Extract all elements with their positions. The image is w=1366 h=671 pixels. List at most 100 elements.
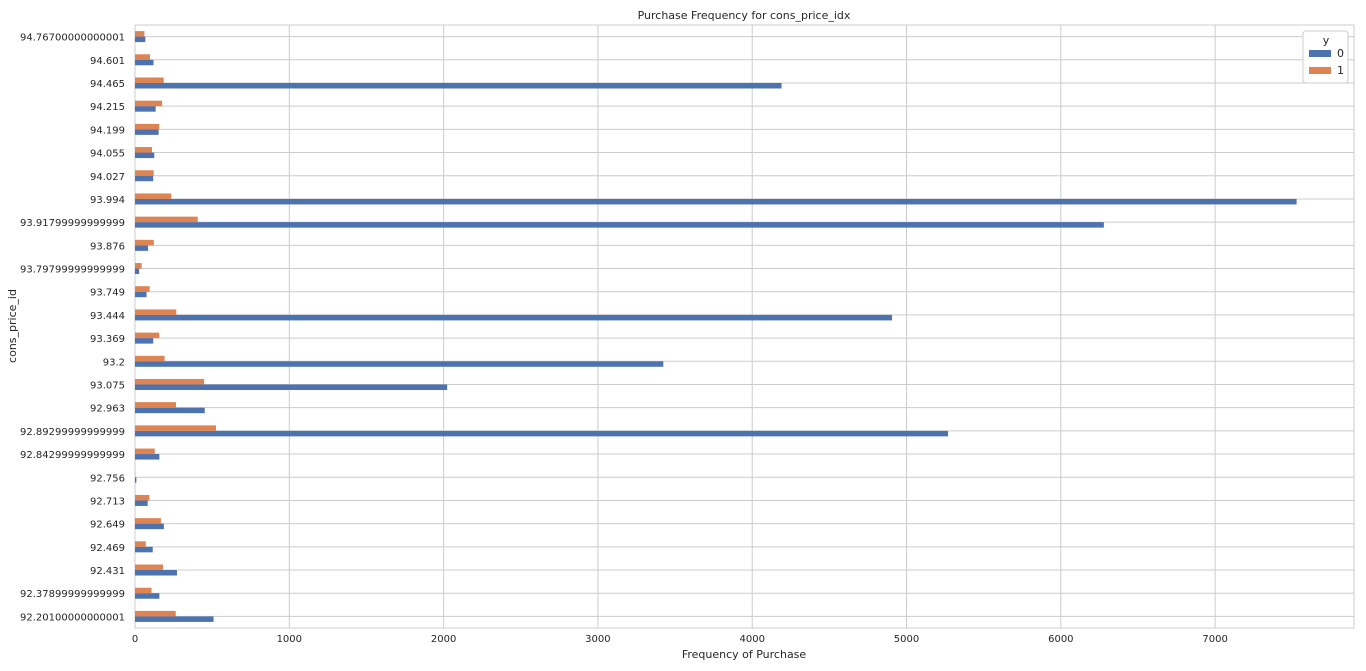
gridlines [134, 25, 1354, 628]
bar-series-1 [135, 216, 198, 223]
y-tick-label: 92.713 [90, 496, 125, 507]
bar-series-0 [135, 314, 893, 321]
bar-series-0 [135, 500, 148, 506]
y-tick-label: 94.199 [90, 125, 125, 136]
x-tick-label: 4000 [739, 634, 764, 645]
y-tick-label: 93.2 [103, 357, 125, 368]
bar-series-1 [135, 31, 145, 37]
x-tick-label: 3000 [585, 634, 610, 645]
bar-series-1 [135, 193, 172, 199]
bar-series-0 [135, 129, 159, 135]
bar-series-1 [135, 402, 177, 408]
legend-title: y [1323, 34, 1330, 47]
bar-series-1 [135, 355, 165, 362]
bar-series-1 [135, 610, 176, 617]
y-tick-label: 94.76700000000001 [20, 33, 125, 44]
bar-series-1 [135, 494, 150, 501]
y-tick-label: 93.91799999999999 [20, 218, 125, 229]
bar-series-0 [135, 268, 140, 275]
bar-series-0 [135, 245, 149, 251]
bar-series-1 [135, 541, 146, 547]
y-tick-label: 92.469 [90, 543, 125, 554]
y-tick-label: 93.075 [90, 380, 125, 391]
bar-series-0 [135, 477, 137, 483]
bar-series-1 [135, 448, 155, 455]
y-tick-label: 94.027 [90, 172, 125, 183]
x-tick-label: 5000 [894, 634, 919, 645]
bar-series-1 [135, 77, 164, 83]
y-tick-label: 94.601 [90, 56, 125, 67]
y-axis-label: cons_price_id [6, 289, 19, 363]
y-tick-label: 92.431 [90, 566, 125, 577]
bar-series-0 [135, 407, 205, 414]
y-tick-label: 93.876 [90, 241, 125, 252]
bar-series-1 [135, 309, 177, 315]
y-tick-label: 94.055 [90, 149, 125, 160]
bar-series-1 [135, 518, 161, 524]
bar-series-0 [135, 384, 448, 390]
y-tick-label: 92.756 [90, 473, 125, 484]
y-tick-label: 93.369 [90, 334, 125, 345]
plot-area [134, 24, 1355, 629]
bar-series-1 [135, 100, 163, 107]
y-tick-label: 93.79799999999999 [20, 265, 125, 276]
bar-series-0 [135, 175, 154, 182]
bar-series-0 [135, 59, 154, 66]
y-tick-label: 93.994 [90, 195, 125, 206]
y-tick-label: 92.20100000000001 [20, 612, 125, 623]
x-tick-label: 6000 [1048, 634, 1073, 645]
bar-series-0 [135, 361, 664, 367]
bar-series-1 [135, 286, 150, 292]
x-tick-labels: 0 1000 2000 3000 4000 5000 6000 7000 [132, 634, 1228, 645]
bar-series-0 [135, 546, 153, 553]
y-tick-label: 92.84299999999999 [20, 450, 125, 461]
bar-series-0 [135, 106, 156, 112]
bar-series-1 [135, 564, 164, 571]
bar-series-1 [135, 239, 154, 246]
y-tick-label: 92.963 [90, 404, 125, 415]
bar-series-1 [135, 378, 205, 385]
y-tick-label: 94.465 [90, 79, 125, 90]
bar-series-0 [135, 523, 164, 530]
bar-series-1 [135, 170, 154, 176]
legend-label-1: 1 [1337, 64, 1344, 77]
legend-swatch-0 [1309, 50, 1331, 57]
legend-label-0: 0 [1337, 47, 1344, 60]
bar-series-0 [135, 198, 1297, 205]
x-tick-label: 2000 [431, 634, 456, 645]
bar-series-0 [135, 570, 177, 576]
bar-series-0 [135, 593, 160, 599]
x-axis-label: Frequency of Purchase [682, 648, 807, 661]
legend: y 0 1 [1302, 30, 1349, 84]
bar-series-1 [135, 147, 152, 153]
x-tick-label: 7000 [1202, 634, 1227, 645]
bar-series-0 [135, 222, 1104, 228]
bar-series-1 [135, 332, 160, 339]
bar-series-1 [135, 54, 150, 60]
bar-series-0 [135, 454, 160, 460]
bar-series-0 [135, 291, 147, 298]
bar-series-0 [135, 82, 782, 89]
legend-swatch-1 [1309, 67, 1331, 74]
bar-series-0 [135, 430, 949, 437]
y-tick-label: 93.444 [90, 311, 125, 322]
bar-series-1 [135, 425, 217, 431]
bar-series-0 [135, 616, 214, 622]
bar-series-1 [135, 587, 152, 594]
bar-series-1 [135, 123, 160, 130]
y-tick-labels: 94.76700000000001 94.601 94.465 94.215 94.19… [20, 33, 125, 624]
bar-series-0 [135, 338, 154, 344]
y-tick-label: 94.215 [90, 102, 125, 113]
y-tick-label: 93.749 [90, 288, 125, 299]
bar-series-0 [135, 36, 146, 43]
bars [135, 31, 1297, 622]
y-tick-label: 92.649 [90, 520, 125, 531]
bar-series-1 [135, 263, 142, 269]
y-tick-label: 92.37899999999999 [20, 589, 125, 600]
x-tick-label: 0 [132, 634, 138, 645]
bar-series-0 [135, 152, 155, 159]
chart-title: Purchase Frequency for cons_price_idx [638, 9, 851, 22]
x-tick-label: 1000 [277, 634, 302, 645]
y-tick-label: 92.89299999999999 [20, 427, 125, 438]
